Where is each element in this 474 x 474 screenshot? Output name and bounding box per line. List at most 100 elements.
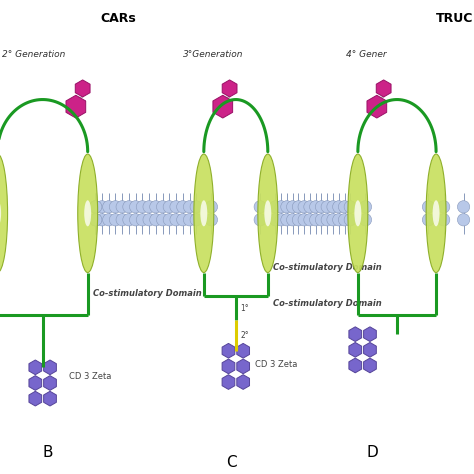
Text: CD 3 Zeta: CD 3 Zeta [255, 361, 297, 369]
Ellipse shape [183, 214, 196, 226]
Ellipse shape [254, 214, 266, 226]
Ellipse shape [116, 201, 128, 213]
Ellipse shape [96, 214, 108, 226]
Text: 3°Generation: 3°Generation [182, 50, 243, 59]
Ellipse shape [292, 201, 305, 213]
Ellipse shape [304, 214, 316, 226]
Ellipse shape [422, 214, 435, 226]
Ellipse shape [190, 201, 202, 213]
Ellipse shape [275, 214, 287, 226]
Polygon shape [349, 327, 362, 341]
Polygon shape [222, 80, 237, 97]
Text: TRUC: TRUC [436, 12, 474, 25]
Polygon shape [367, 95, 387, 118]
Ellipse shape [177, 214, 189, 226]
Polygon shape [364, 342, 376, 357]
Ellipse shape [96, 201, 108, 213]
Polygon shape [213, 95, 233, 118]
Ellipse shape [433, 200, 439, 226]
Ellipse shape [89, 201, 101, 213]
Polygon shape [349, 342, 362, 357]
Ellipse shape [78, 154, 98, 273]
Polygon shape [364, 327, 376, 341]
Ellipse shape [338, 214, 351, 226]
Ellipse shape [170, 201, 182, 213]
Polygon shape [237, 374, 249, 390]
Ellipse shape [129, 214, 142, 226]
Ellipse shape [90, 201, 102, 213]
Ellipse shape [438, 201, 450, 213]
Ellipse shape [269, 214, 282, 226]
Ellipse shape [292, 214, 305, 226]
Polygon shape [29, 375, 42, 391]
Ellipse shape [254, 201, 266, 213]
Ellipse shape [286, 201, 299, 213]
Ellipse shape [438, 214, 450, 226]
Ellipse shape [183, 201, 196, 213]
Ellipse shape [89, 214, 101, 226]
Text: Co-stimulatory Domain: Co-stimulatory Domain [92, 290, 201, 298]
Polygon shape [222, 374, 235, 390]
Text: C: C [226, 455, 237, 470]
Ellipse shape [143, 214, 155, 226]
Ellipse shape [102, 201, 115, 213]
Polygon shape [376, 80, 391, 97]
Ellipse shape [116, 214, 128, 226]
Ellipse shape [136, 201, 148, 213]
Ellipse shape [348, 154, 368, 273]
Polygon shape [44, 375, 56, 391]
Ellipse shape [422, 201, 435, 213]
Ellipse shape [321, 214, 333, 226]
Ellipse shape [156, 201, 169, 213]
Ellipse shape [338, 201, 351, 213]
Ellipse shape [327, 214, 339, 226]
Ellipse shape [315, 214, 328, 226]
Text: D: D [366, 445, 378, 460]
Ellipse shape [194, 154, 214, 273]
Ellipse shape [298, 201, 310, 213]
Text: Co-stimulatory Domain: Co-stimulatory Domain [273, 299, 382, 308]
Polygon shape [44, 360, 56, 374]
Ellipse shape [310, 214, 322, 226]
Ellipse shape [426, 154, 446, 273]
Ellipse shape [258, 154, 278, 273]
Ellipse shape [109, 201, 122, 213]
Polygon shape [44, 392, 56, 406]
Ellipse shape [286, 214, 299, 226]
Ellipse shape [315, 201, 328, 213]
Text: 2° Generation: 2° Generation [2, 50, 66, 59]
Ellipse shape [321, 201, 333, 213]
Polygon shape [66, 95, 86, 118]
Ellipse shape [90, 214, 102, 226]
Polygon shape [237, 359, 249, 374]
Text: CARs: CARs [100, 12, 137, 25]
Text: 1°: 1° [240, 304, 249, 312]
Ellipse shape [201, 200, 207, 226]
Text: 4° Gener: 4° Gener [346, 50, 387, 59]
Ellipse shape [136, 214, 148, 226]
Ellipse shape [327, 201, 339, 213]
Ellipse shape [89, 214, 101, 226]
Ellipse shape [109, 214, 122, 226]
Ellipse shape [89, 201, 101, 213]
Polygon shape [222, 343, 235, 358]
Ellipse shape [304, 201, 316, 213]
Ellipse shape [333, 201, 345, 213]
Ellipse shape [163, 214, 175, 226]
Ellipse shape [359, 201, 372, 213]
Ellipse shape [310, 201, 322, 213]
Ellipse shape [205, 214, 218, 226]
Text: Co-stimulatory Domain: Co-stimulatory Domain [273, 264, 382, 272]
Ellipse shape [170, 214, 182, 226]
Polygon shape [349, 358, 362, 373]
Ellipse shape [143, 201, 155, 213]
Polygon shape [237, 343, 249, 358]
Ellipse shape [281, 214, 293, 226]
Ellipse shape [0, 154, 8, 273]
Ellipse shape [359, 214, 372, 226]
Ellipse shape [84, 200, 91, 226]
Ellipse shape [150, 201, 162, 213]
Ellipse shape [344, 214, 356, 226]
Ellipse shape [355, 200, 361, 226]
Ellipse shape [269, 201, 282, 213]
